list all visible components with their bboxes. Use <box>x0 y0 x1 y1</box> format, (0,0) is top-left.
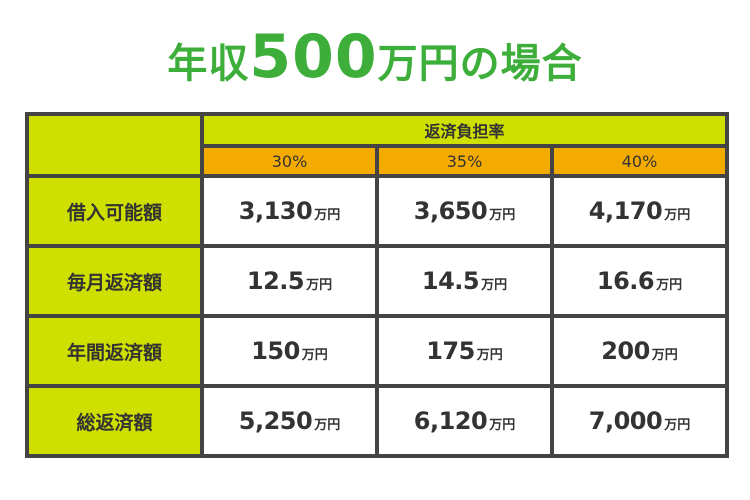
column-header-35: 35% <box>375 144 554 178</box>
column-header-40: 40% <box>549 144 730 178</box>
value-cell: 200 万円 <box>549 314 730 388</box>
value: 3,650 <box>413 197 488 225</box>
page-title: 年収500万円の場合 <box>0 22 750 99</box>
value-cell: 7,000 万円 <box>549 384 730 458</box>
unit: 万円 <box>656 278 683 293</box>
value-cell: 16.6 万円 <box>549 244 730 318</box>
value-cell: 175 万円 <box>375 314 554 388</box>
group-header: 返済負担率 <box>199 112 730 148</box>
value-cell: 3,130 万円 <box>200 174 379 248</box>
value: 200 <box>601 337 650 365</box>
unit: 万円 <box>301 348 328 363</box>
row-label: 毎月返済額 <box>25 244 204 318</box>
value: 6,120 <box>413 407 488 435</box>
unit: 万円 <box>489 208 516 223</box>
table-row: 年間返済額 150 万円 175 万円 200 万円 <box>25 314 730 388</box>
unit: 万円 <box>664 418 691 433</box>
value-cell: 5,250 万円 <box>200 384 379 458</box>
value: 14.5 <box>421 267 480 295</box>
value: 16.6 <box>596 267 655 295</box>
value-cell: 4,170 万円 <box>549 174 730 248</box>
column-header-30: 30% <box>200 144 379 178</box>
table-row: 毎月返済額 12.5 万円 14.5 万円 16.6 万円 <box>25 244 730 318</box>
table-row: 借入可能額 3,130 万円 3,650 万円 4,170 万円 <box>25 174 730 248</box>
value: 12.5 <box>246 267 305 295</box>
corner-cell <box>25 112 204 178</box>
value-cell: 14.5 万円 <box>375 244 554 318</box>
table-row: 総返済額 5,250 万円 6,120 万円 7,000 万円 <box>25 384 730 458</box>
value: 3,130 <box>238 197 313 225</box>
loan-table: 返済負担率 30% 35% 40% 借入可能額 3,130 万円 3,650 万円 … <box>25 112 730 458</box>
value-cell: 150 万円 <box>200 314 379 388</box>
value-cell: 6,120 万円 <box>375 384 554 458</box>
title-number: 500 <box>249 22 378 92</box>
value: 5,250 <box>238 407 313 435</box>
value-cell: 3,650 万円 <box>375 174 554 248</box>
unit: 万円 <box>476 348 503 363</box>
value-cell: 12.5 万円 <box>200 244 379 318</box>
title-prefix: 年収 <box>167 41 250 87</box>
row-label: 年間返済額 <box>25 314 204 388</box>
unit: 万円 <box>664 208 691 223</box>
unit: 万円 <box>651 348 678 363</box>
unit: 万円 <box>306 278 333 293</box>
unit: 万円 <box>314 418 341 433</box>
unit: 万円 <box>489 418 516 433</box>
row-label: 借入可能額 <box>25 174 204 248</box>
value: 150 <box>251 337 300 365</box>
value: 7,000 <box>588 407 663 435</box>
row-label: 総返済額 <box>25 384 204 458</box>
unit: 万円 <box>481 278 508 293</box>
value: 4,170 <box>588 197 663 225</box>
value: 175 <box>426 337 475 365</box>
unit: 万円 <box>314 208 341 223</box>
title-suffix: 万円の場合 <box>377 41 583 87</box>
